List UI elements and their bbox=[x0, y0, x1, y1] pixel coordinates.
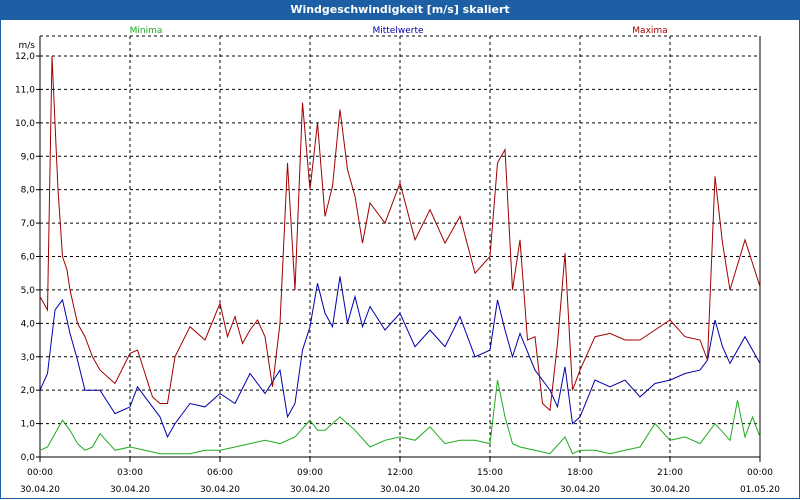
x-tick-date: 01.05.20 bbox=[740, 485, 780, 495]
series-line-minima bbox=[39, 380, 761, 455]
x-tick-time: 00:00 bbox=[27, 468, 53, 478]
x-tick-date: 30.04.20 bbox=[110, 485, 150, 495]
x-tick-date: 30.04.20 bbox=[20, 485, 60, 495]
x-tick-time: 00:00 bbox=[747, 468, 773, 478]
x-tick-time: 06:00 bbox=[207, 468, 233, 478]
y-tick-label: 0,0 bbox=[21, 453, 36, 463]
series-lines bbox=[39, 55, 761, 455]
x-tick-date: 30.04.20 bbox=[290, 485, 330, 495]
legend-mittelwerte: Mittelwerte bbox=[372, 26, 423, 36]
x-tick-time: 09:00 bbox=[297, 468, 323, 478]
grid bbox=[40, 35, 760, 457]
legend: Minima Mittelwerte Maxima bbox=[130, 26, 668, 36]
axes bbox=[36, 36, 761, 462]
y-axis-unit: m/s bbox=[19, 41, 36, 51]
y-tick-label: 4,0 bbox=[21, 319, 36, 329]
x-tick-time: 03:00 bbox=[117, 468, 143, 478]
x-tick-date: 30.04.20 bbox=[380, 485, 420, 495]
y-tick-label: 12,0 bbox=[15, 52, 35, 62]
series-line-maxima bbox=[39, 55, 761, 412]
legend-maxima: Maxima bbox=[632, 26, 667, 36]
x-tick-time: 18:00 bbox=[567, 468, 593, 478]
y-tick-label: 8,0 bbox=[21, 186, 36, 196]
y-tick-label: 11,0 bbox=[15, 85, 35, 95]
chart-title: Windgeschwindigkeit [m/s] skaliert bbox=[0, 0, 800, 20]
x-tick-time: 12:00 bbox=[387, 468, 413, 478]
x-tick-date: 30.04.20 bbox=[200, 485, 240, 495]
series-line-mittelwerte bbox=[39, 276, 761, 439]
y-tick-label: 5,0 bbox=[21, 286, 36, 296]
x-tick-time: 21:00 bbox=[657, 468, 683, 478]
x-tick-time: 15:00 bbox=[477, 468, 503, 478]
legend-minima: Minima bbox=[130, 26, 163, 36]
x-tick-date: 30.04.20 bbox=[470, 485, 510, 495]
x-tick-date: 30.04.20 bbox=[650, 485, 690, 495]
y-tick-label: 10,0 bbox=[15, 119, 35, 129]
y-tick-label: 9,0 bbox=[21, 152, 36, 162]
tick-labels: 0,0 1,0 2,0 3,0 4,0 5,0 6,0 7,0 8,0 9,0 10,0 11,0 12… bbox=[15, 41, 780, 495]
x-tick-date: 30.04.20 bbox=[560, 485, 600, 495]
y-tick-label: 6,0 bbox=[21, 253, 36, 263]
y-tick-label: 1,0 bbox=[21, 420, 36, 430]
y-tick-label: 2,0 bbox=[21, 386, 36, 396]
y-tick-label: 7,0 bbox=[21, 219, 36, 229]
y-tick-label: 3,0 bbox=[21, 353, 36, 363]
